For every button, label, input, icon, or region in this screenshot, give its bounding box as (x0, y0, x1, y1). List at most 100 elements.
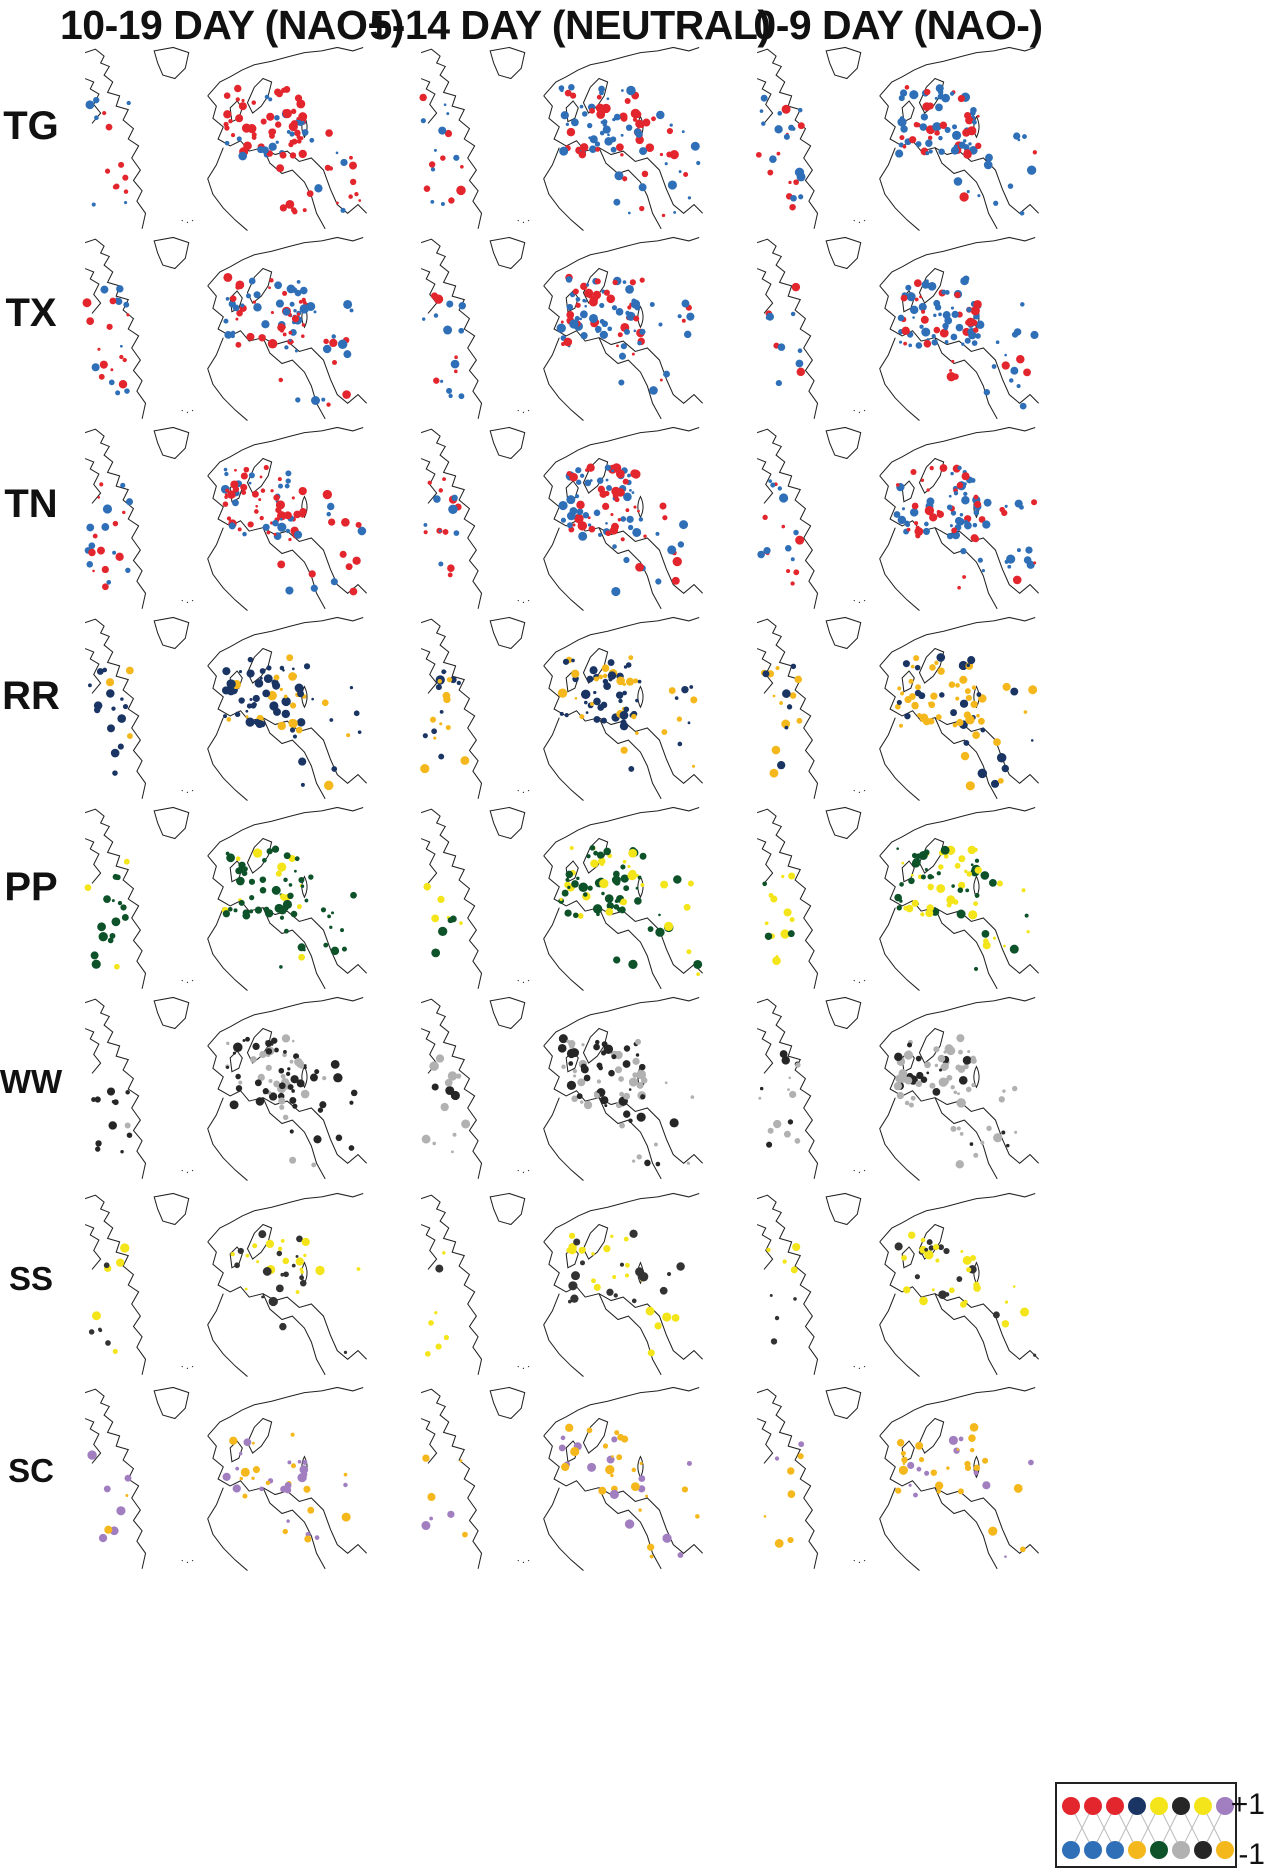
station-dot (226, 853, 236, 863)
station-dot (560, 1435, 566, 1441)
station-dot (277, 325, 281, 329)
station-dot (574, 315, 580, 322)
station-dot (683, 903, 691, 911)
station-dot (622, 280, 627, 284)
station-dot (604, 490, 610, 497)
station-dot (640, 1094, 646, 1100)
station-markers (85, 84, 362, 215)
station-dot (608, 1069, 615, 1077)
station-dot (666, 127, 674, 135)
station-dot (447, 564, 455, 573)
station-dot (120, 1243, 130, 1253)
station-dot (459, 921, 463, 925)
station-dot (125, 1090, 130, 1095)
station-dot (773, 1119, 782, 1129)
station-dot (972, 731, 980, 739)
station-dot (661, 729, 668, 735)
station-dot (301, 334, 305, 338)
station-dot (329, 925, 333, 929)
station-dot (904, 712, 911, 720)
station-dot (235, 1085, 243, 1092)
station-dot (274, 114, 280, 121)
station-dot (1028, 1459, 1034, 1466)
station-dot (946, 504, 953, 511)
station-dot (669, 123, 673, 127)
station-dot (905, 284, 912, 291)
station-dot (611, 1455, 614, 1458)
station-dot (978, 516, 986, 523)
station-dot (622, 478, 629, 485)
station-markers (419, 83, 701, 218)
map-panel-pp-nao-positive (60, 804, 460, 1024)
station-dot (599, 318, 605, 324)
station-dot (649, 1554, 654, 1559)
station-dot (571, 1095, 578, 1103)
station-dot (266, 530, 271, 535)
station-dot (438, 529, 442, 533)
station-dot (113, 183, 120, 190)
station-dot (695, 1514, 700, 1519)
station-dot (341, 1512, 351, 1522)
station-dot (439, 722, 443, 726)
station-dot (261, 1295, 265, 1299)
station-dot (921, 309, 926, 314)
station-dot (577, 1078, 586, 1087)
station-dot (924, 1061, 931, 1069)
coastline-outline (756, 1192, 1040, 1377)
station-dot (622, 682, 626, 687)
station-dot (928, 1245, 934, 1251)
station-dot (282, 325, 286, 329)
station-dot (285, 528, 291, 534)
station-dot (974, 866, 982, 874)
station-dot (295, 1254, 299, 1258)
station-dot (586, 675, 594, 683)
station-dot (431, 948, 441, 958)
station-dot (777, 760, 786, 770)
map-sc-neutral-svg (420, 1386, 704, 1571)
station-dot (423, 882, 432, 891)
station-dot (957, 1488, 964, 1495)
station-dot (290, 1463, 296, 1469)
station-dot (294, 856, 300, 862)
station-dot (106, 323, 113, 330)
station-dot (1010, 366, 1019, 375)
map-panel-rr-neutral (396, 614, 796, 834)
station-dot (565, 122, 570, 127)
station-dot (596, 477, 604, 484)
station-dot (103, 1262, 110, 1269)
station-dot (771, 745, 781, 755)
station-dot (112, 770, 118, 776)
station-dot (110, 368, 114, 372)
station-dot (914, 1274, 920, 1280)
station-dot (245, 717, 255, 727)
station-dot (958, 855, 966, 863)
station-dot (683, 330, 692, 339)
station-dot (638, 517, 644, 522)
station-dot (233, 908, 238, 913)
station-dot (455, 1073, 462, 1079)
station-dot (790, 663, 797, 670)
station-dot (283, 694, 288, 699)
station-dot (630, 299, 641, 309)
row-label-sc: SC (8, 1452, 54, 1489)
station-dot (611, 305, 618, 311)
station-dot (788, 1076, 792, 1080)
station-dot (258, 334, 266, 342)
station-dot (267, 114, 273, 120)
station-dot (94, 115, 99, 121)
station-dot (639, 147, 648, 156)
station-dot (301, 1237, 310, 1247)
station-dot (571, 669, 580, 678)
station-dot (307, 1506, 315, 1514)
station-dot (906, 292, 916, 302)
station-dot (589, 701, 595, 707)
station-dot (240, 303, 245, 308)
station-dot (614, 1066, 623, 1074)
station-dot (960, 751, 970, 761)
station-dot (322, 344, 332, 354)
station-dot (920, 1237, 926, 1243)
station-dot (296, 718, 306, 727)
station-dot (438, 561, 444, 567)
station-dot (918, 302, 927, 312)
station-dot (637, 679, 642, 684)
